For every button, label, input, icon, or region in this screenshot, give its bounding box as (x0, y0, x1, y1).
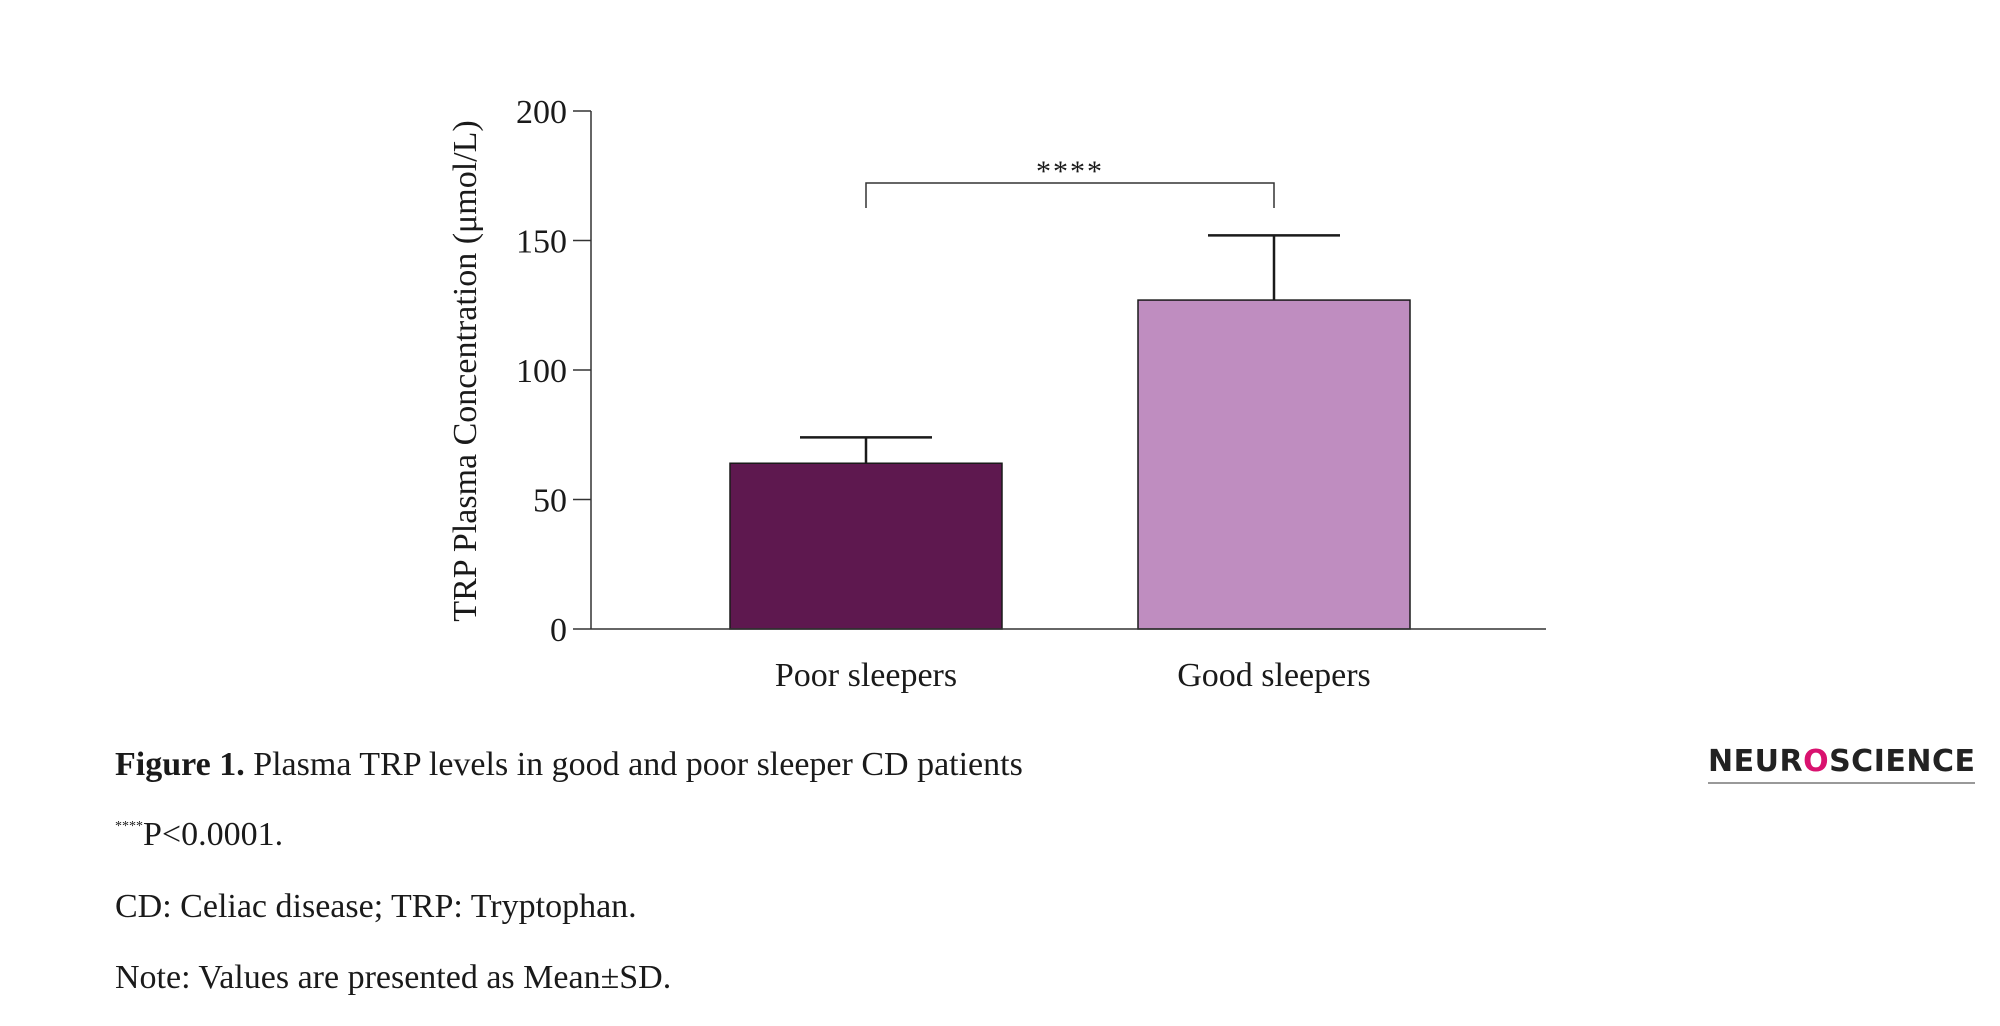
y-tick-label-150: 150 (516, 224, 567, 261)
x-tick-label-1: Good sleepers (1177, 657, 1371, 694)
logo-text-right: SCIENCE (1829, 744, 1976, 779)
x-tick-label-0: Poor sleepers (775, 657, 957, 694)
significance-note: ****P<0.0001. (115, 818, 283, 852)
bar-1 (1137, 299, 1411, 630)
significance-text: P<0.0001. (143, 816, 284, 853)
abbreviations-note: CD: Celiac disease; TRP: Tryptophan. (115, 888, 637, 925)
significance-bracket (865, 182, 1275, 208)
logo-o-icon: O (1803, 744, 1830, 779)
plot-area: Poor sleepers Good sleepers 0 50 100 150 200 **… (516, 94, 1546, 694)
bar-0 (729, 462, 1003, 630)
significance-stars: **** (115, 819, 143, 834)
y-tick-label-50: 50 (533, 483, 567, 520)
y-axis-label: TRP Plasma Concentration (μmol/L) (447, 120, 484, 621)
bar-chart: Poor sleepers Good sleepers 0 50 100 150 200 **… (447, 94, 1546, 694)
y-tick-label-0: 0 (550, 612, 567, 649)
y-tick-label-200: 200 (516, 94, 567, 131)
logo-underline (1708, 782, 1976, 784)
logo-text-left: NEUR (1708, 744, 1804, 779)
y-tick-label-100: 100 (516, 353, 567, 390)
figure-label: Figure 1. (115, 746, 245, 783)
figure-caption-text: Plasma TRP levels in good and poor sleep… (253, 746, 1023, 783)
values-note: Note: Values are presented as Mean±SD. (115, 959, 672, 996)
figure-caption: Figure 1. Plasma TRP levels in good and … (115, 748, 1023, 782)
neuroscience-logo: NEUROSCIENCE (1708, 744, 1976, 784)
significance-label: **** (1036, 155, 1104, 188)
